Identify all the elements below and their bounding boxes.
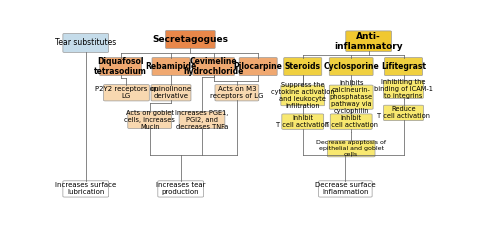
FancyBboxPatch shape: [128, 111, 172, 128]
FancyBboxPatch shape: [330, 85, 373, 109]
FancyBboxPatch shape: [328, 141, 375, 157]
Text: Increases surface
lubrication: Increases surface lubrication: [55, 183, 116, 195]
Text: Lifitegrast: Lifitegrast: [381, 62, 426, 71]
Text: Cevimeline
hydrochloride: Cevimeline hydrochloride: [184, 57, 244, 76]
FancyBboxPatch shape: [281, 85, 324, 106]
FancyBboxPatch shape: [282, 114, 324, 129]
FancyBboxPatch shape: [284, 58, 322, 76]
Text: Inhibits
calcineurin-
phosphatase
pathway via
cyclophilin: Inhibits calcineurin- phosphatase pathwa…: [330, 80, 373, 114]
Text: Reduce
T cell activation: Reduce T cell activation: [377, 106, 430, 119]
FancyBboxPatch shape: [179, 111, 225, 128]
FancyBboxPatch shape: [192, 58, 234, 76]
Text: P2Y2 receptors on
LG: P2Y2 receptors on LG: [95, 86, 158, 99]
Text: Secretagogues: Secretagogues: [152, 35, 228, 44]
FancyBboxPatch shape: [384, 58, 422, 76]
Text: Increases tear
production: Increases tear production: [156, 183, 206, 195]
Text: Suppress the
cytokine activation
and leukocyte
infiltration: Suppress the cytokine activation and leu…: [271, 82, 334, 109]
FancyBboxPatch shape: [330, 58, 373, 76]
Text: Anti-
inflammatory: Anti- inflammatory: [334, 32, 403, 51]
Text: Cyclosporine: Cyclosporine: [324, 62, 379, 71]
FancyBboxPatch shape: [104, 85, 150, 101]
Text: Inhibit
T cell activation: Inhibit T cell activation: [324, 115, 378, 128]
FancyBboxPatch shape: [318, 181, 372, 197]
FancyBboxPatch shape: [215, 85, 259, 101]
Text: Acts on goblet
cells, increases
Mucin: Acts on goblet cells, increases Mucin: [124, 110, 175, 130]
FancyBboxPatch shape: [100, 58, 141, 76]
FancyBboxPatch shape: [151, 85, 191, 101]
Text: Inhibiting the
binding of ICAM-1
to integrins: Inhibiting the binding of ICAM-1 to inte…: [374, 79, 433, 99]
FancyBboxPatch shape: [63, 34, 108, 52]
FancyBboxPatch shape: [346, 31, 392, 52]
FancyBboxPatch shape: [152, 58, 190, 76]
FancyBboxPatch shape: [63, 181, 108, 197]
Text: Acts on M3
receptors of LG: Acts on M3 receptors of LG: [210, 86, 264, 99]
Text: Inhibit
T cell activation: Inhibit T cell activation: [276, 115, 329, 128]
FancyBboxPatch shape: [384, 105, 424, 121]
Text: Steroids: Steroids: [285, 62, 321, 71]
Text: Pilocarpine: Pilocarpine: [234, 62, 282, 71]
FancyBboxPatch shape: [384, 80, 424, 98]
FancyBboxPatch shape: [239, 58, 277, 76]
Text: Decrease apoptosis of
epithelial and goblet
cells: Decrease apoptosis of epithelial and gob…: [316, 141, 386, 157]
Text: Diquafosol
tetrasodium: Diquafosol tetrasodium: [94, 57, 147, 76]
FancyBboxPatch shape: [330, 114, 372, 129]
Text: Rebamipide: Rebamipide: [146, 62, 196, 71]
Text: Increases PGE1,
PGI2, and
decreases TNFa: Increases PGE1, PGI2, and decreases TNFa: [176, 110, 229, 130]
FancyBboxPatch shape: [158, 181, 204, 197]
Text: quinolinone
derivative: quinolinone derivative: [150, 86, 192, 99]
Text: Tear substitutes: Tear substitutes: [55, 38, 116, 47]
FancyBboxPatch shape: [166, 30, 215, 49]
Text: Decrease surface
Inflammation: Decrease surface Inflammation: [315, 183, 376, 195]
